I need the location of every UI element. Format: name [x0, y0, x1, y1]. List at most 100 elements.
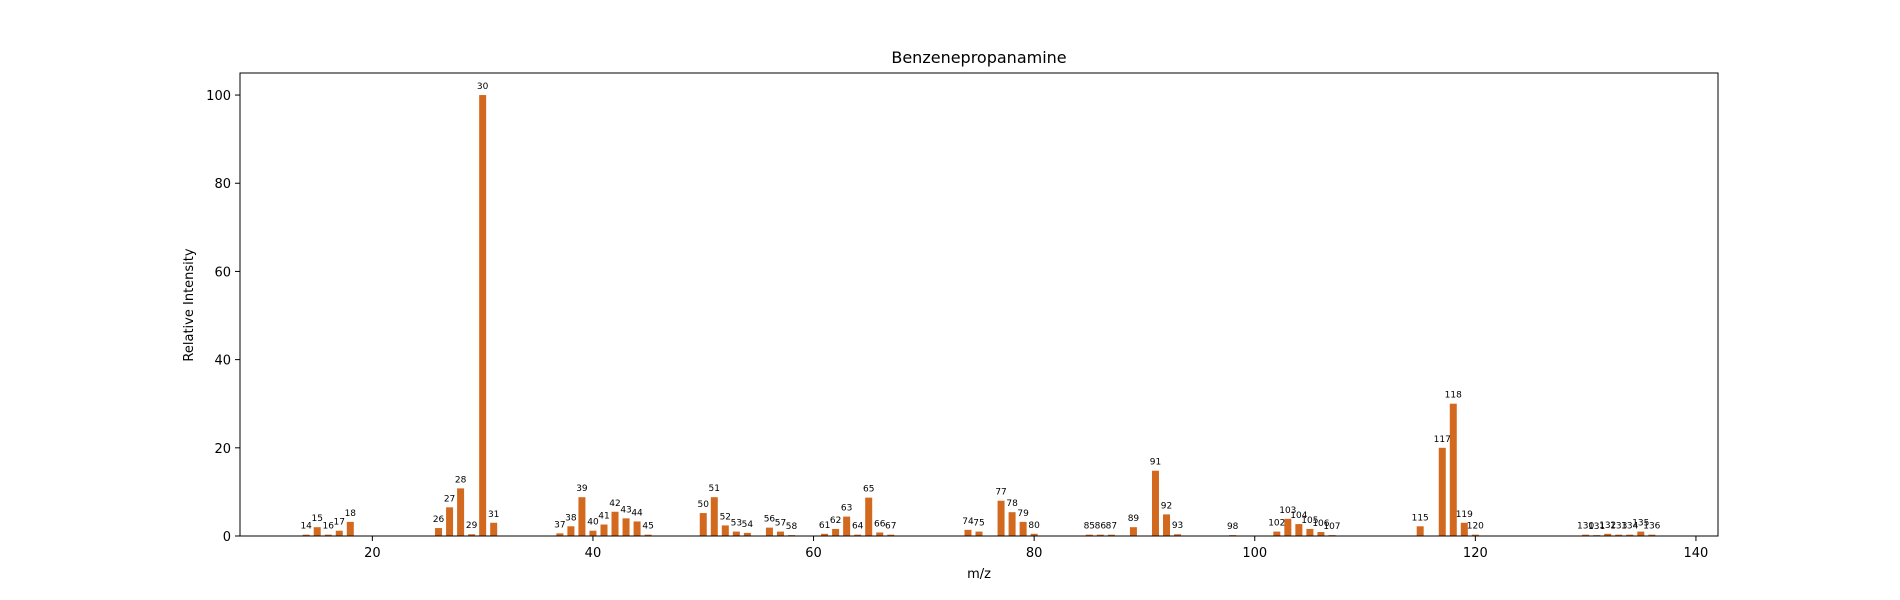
bar-mz-40 [589, 530, 597, 536]
peak-label-mz-78: 78 [1006, 499, 1018, 509]
peak-label-mz-75: 75 [973, 519, 984, 529]
bar-mz-16 [324, 534, 332, 536]
bar-mz-64 [854, 534, 862, 536]
bar-mz-14 [302, 534, 310, 536]
peak-label-mz-39: 39 [576, 484, 588, 494]
peak-label-mz-64: 64 [852, 522, 864, 532]
bar-mz-67 [887, 534, 895, 536]
peak-label-mz-89: 89 [1128, 514, 1140, 524]
bar-mz-52 [721, 525, 729, 536]
peak-label-mz-17: 17 [334, 518, 345, 528]
chart-title: Benzenepropanamine [891, 48, 1066, 67]
bar-mz-61 [821, 533, 829, 536]
peak-label-mz-50: 50 [698, 500, 710, 510]
peak-label-mz-45: 45 [642, 522, 653, 532]
x-tick-label-80: 80 [1026, 546, 1043, 561]
peak-label-mz-40: 40 [587, 518, 599, 528]
bar-mz-86 [1096, 534, 1104, 536]
bar-mz-132 [1604, 533, 1612, 536]
bar-mz-56 [765, 527, 773, 536]
peak-label-mz-42: 42 [609, 499, 620, 509]
bar-mz-102 [1273, 531, 1281, 536]
bar-mz-28 [457, 488, 465, 536]
bar-mz-50 [699, 513, 707, 536]
peak-label-mz-26: 26 [433, 515, 445, 525]
plot-area-frame [239, 72, 1719, 537]
x-tick-label-140: 140 [1684, 546, 1709, 561]
peak-label-mz-131: 131 [1588, 522, 1605, 532]
y-tick-label-100: 100 [206, 89, 231, 104]
bar-mz-89 [1129, 527, 1137, 536]
peak-label-mz-80: 80 [1028, 521, 1040, 531]
bars-layer [302, 95, 1656, 537]
bar-mz-77 [997, 500, 1005, 536]
bar-mz-29 [468, 534, 476, 536]
bar-mz-80 [1030, 533, 1038, 536]
peak-label-mz-28: 28 [455, 475, 467, 485]
peak-label-mz-91: 91 [1150, 458, 1161, 468]
peak-label-mz-38: 38 [565, 513, 577, 523]
x-axis-ticks: 20 40 60 80 100 120 140 [364, 536, 1708, 561]
peak-label-mz-104: 104 [1290, 511, 1307, 521]
peak-label-mz-58: 58 [786, 522, 798, 532]
peak-label-mz-63: 63 [841, 504, 852, 514]
peak-label-mz-61: 61 [819, 521, 830, 531]
peak-label-mz-54: 54 [742, 520, 754, 530]
peak-label-mz-115: 115 [1412, 513, 1429, 523]
peak-label-mz-132: 132 [1599, 521, 1616, 531]
peak-label-mz-135: 135 [1632, 519, 1649, 529]
peak-label-mz-65: 65 [863, 485, 874, 495]
peak-label-mz-74: 74 [962, 517, 974, 527]
peak-label-mz-134: 134 [1621, 522, 1638, 532]
peak-label-mz-79: 79 [1017, 509, 1029, 519]
bar-mz-85 [1085, 534, 1093, 536]
bar-mz-130 [1582, 534, 1590, 536]
y-tick-label-20: 20 [214, 442, 231, 457]
x-axis-label: m/z [967, 567, 991, 582]
bar-mz-91 [1151, 470, 1159, 536]
bar-mz-87 [1107, 534, 1115, 536]
bar-mz-53 [732, 531, 740, 536]
y-axis-ticks: 0 20 40 60 80 100 [206, 89, 240, 545]
peak-label-mz-103: 103 [1279, 506, 1296, 516]
bar-mz-45 [644, 534, 652, 536]
peak-label-mz-37: 37 [554, 520, 565, 530]
peak-label-mz-56: 56 [764, 515, 776, 525]
peak-label-mz-57: 57 [775, 519, 786, 529]
bar-mz-105 [1306, 528, 1314, 536]
x-tick-label-100: 100 [1242, 546, 1267, 561]
bar-mz-120 [1471, 534, 1479, 536]
peak-label-mz-41: 41 [598, 512, 609, 522]
peak-label-mz-93: 93 [1172, 521, 1183, 531]
peak-label-mz-51: 51 [709, 484, 720, 494]
peak-label-mz-67: 67 [885, 522, 896, 532]
peak-label-mz-52: 52 [720, 512, 731, 522]
bar-mz-133 [1615, 534, 1623, 536]
peak-label-mz-16: 16 [323, 522, 335, 532]
bar-mz-31 [490, 522, 498, 536]
bar-mz-103 [1284, 518, 1292, 536]
peak-label-mz-119: 119 [1456, 510, 1473, 520]
bar-mz-41 [600, 524, 608, 536]
peak-label-mz-30: 30 [477, 82, 489, 92]
bar-mz-30 [479, 95, 487, 537]
peak-label-mz-133: 133 [1610, 522, 1627, 532]
peak-label-mz-18: 18 [345, 509, 357, 519]
peak-label-mz-62: 62 [830, 516, 841, 526]
peak-label-mz-27: 27 [444, 494, 455, 504]
bar-mz-136 [1648, 534, 1656, 536]
peak-label-mz-130: 130 [1577, 522, 1594, 532]
peak-label-mz-66: 66 [874, 519, 886, 529]
bar-mz-17 [335, 530, 343, 536]
bar-mz-43 [622, 518, 630, 536]
bar-mz-134 [1626, 534, 1634, 536]
bar-mz-27 [446, 507, 454, 536]
bar-mz-92 [1163, 514, 1171, 536]
bar-mz-93 [1174, 534, 1182, 536]
bar-mz-65 [865, 497, 873, 536]
bar-mz-51 [710, 497, 718, 536]
peak-label-mz-105: 105 [1301, 516, 1318, 526]
bar-mz-106 [1317, 532, 1325, 536]
bar-mz-15 [313, 527, 321, 536]
